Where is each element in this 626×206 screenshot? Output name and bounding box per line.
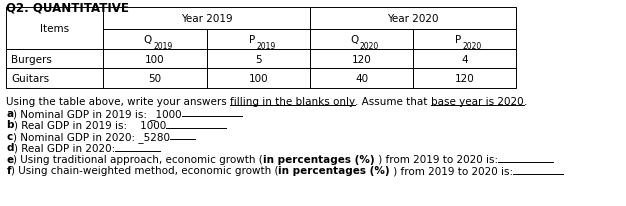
Text: ) from 2019 to 2020 is:: ) from 2019 to 2020 is: <box>375 154 498 164</box>
Text: a: a <box>6 108 13 118</box>
Bar <box>310 30 413 49</box>
Text: Burgers: Burgers <box>11 54 52 64</box>
Text: ) Nominal GDP in 2020: _5280: ) Nominal GDP in 2020: _5280 <box>13 131 170 142</box>
Text: 100: 100 <box>249 74 268 84</box>
Bar <box>6 69 103 89</box>
Text: in percentages (%): in percentages (%) <box>263 154 375 164</box>
Text: ) Using traditional approach, economic growth (: ) Using traditional approach, economic g… <box>13 154 263 164</box>
Bar <box>103 49 207 69</box>
Text: 40: 40 <box>355 74 368 84</box>
Text: 50: 50 <box>148 74 162 84</box>
Text: filling in the blanks only: filling in the blanks only <box>230 97 356 107</box>
Text: .: . <box>523 97 527 107</box>
Text: P: P <box>249 35 255 45</box>
Text: ) Using chain-weighted method, economic growth (: ) Using chain-weighted method, economic … <box>11 165 279 176</box>
Bar <box>103 8 310 30</box>
Text: P: P <box>456 35 461 45</box>
Text: Items: Items <box>40 24 69 34</box>
Text: Using the table above, write your answers: Using the table above, write your answer… <box>6 97 230 107</box>
Text: e: e <box>6 154 13 164</box>
Text: 100: 100 <box>145 54 165 64</box>
Bar <box>6 49 103 69</box>
Text: 4: 4 <box>461 54 468 64</box>
Bar <box>413 49 516 69</box>
Text: d: d <box>6 143 14 153</box>
Bar <box>207 49 310 69</box>
Text: Q2. QUANTITATIVE: Q2. QUANTITATIVE <box>6 1 129 14</box>
Text: ) from 2019 to 2020 is:: ) from 2019 to 2020 is: <box>390 165 513 176</box>
Text: 2020: 2020 <box>463 41 482 50</box>
Bar <box>310 8 516 30</box>
Bar <box>207 69 310 89</box>
Text: in percentages (%): in percentages (%) <box>279 165 390 176</box>
Bar <box>310 49 413 69</box>
Text: c: c <box>6 131 13 141</box>
Text: 120: 120 <box>352 54 371 64</box>
Text: Year 2020: Year 2020 <box>387 14 439 24</box>
Bar <box>103 30 207 49</box>
Text: ) Real GDP in 2019 is:    1000: ) Real GDP in 2019 is: 1000 <box>14 120 166 130</box>
Text: ) Real GDP in 2020:: ) Real GDP in 2020: <box>14 143 115 153</box>
Text: ) Nominal GDP in 2019 is: _1000: ) Nominal GDP in 2019 is: _1000 <box>13 108 182 119</box>
Text: 2019: 2019 <box>257 41 275 50</box>
Text: Guitars: Guitars <box>11 74 49 84</box>
Bar <box>413 30 516 49</box>
Text: Ag: Ag <box>313 95 327 105</box>
Text: 5: 5 <box>255 54 262 64</box>
Text: . Assume that: . Assume that <box>356 97 431 107</box>
Bar <box>207 30 310 49</box>
Text: 2020: 2020 <box>359 41 379 50</box>
Text: Q: Q <box>143 35 151 45</box>
Text: f: f <box>6 165 11 176</box>
Bar <box>413 69 516 89</box>
Bar <box>310 69 413 89</box>
Text: base year is 2020: base year is 2020 <box>431 97 523 107</box>
Bar <box>6 8 103 49</box>
Text: Q: Q <box>350 35 358 45</box>
Text: 120: 120 <box>455 74 475 84</box>
Text: Year 2019: Year 2019 <box>181 14 232 24</box>
Bar <box>103 69 207 89</box>
Text: 2019: 2019 <box>153 41 172 50</box>
Text: b: b <box>6 120 14 130</box>
